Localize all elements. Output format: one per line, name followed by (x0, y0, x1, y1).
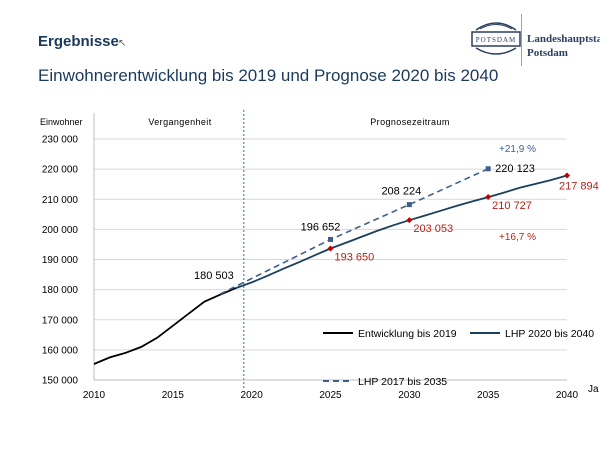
chart-title: Einwohnerentwicklung bis 2019 und Progno… (38, 66, 499, 85)
lhp-2017-point-marker (328, 236, 333, 242)
legend-label: LHP 2017 bis 2035 (358, 376, 447, 388)
data-label: 196 652 (301, 221, 341, 233)
lhp-2020-point-marker (406, 217, 413, 224)
logo-wordmark: Landeshauptsta Potsdam (527, 32, 600, 60)
y-tick-label: 210 000 (42, 195, 79, 206)
x-tick-label: 2035 (477, 390, 500, 401)
series-line-lhp-2020-2040 (235, 174, 568, 289)
x-tick-label: 2025 (319, 390, 342, 401)
y-tick-label: 150 000 (42, 376, 79, 387)
series-line-lhp-2017-2035 (219, 168, 489, 295)
logo-divider (521, 14, 522, 66)
logo-line-1: Landeshauptsta (527, 33, 600, 45)
page-title: Ergebnisse (38, 33, 119, 50)
series-line-history (93, 287, 237, 365)
data-label: 193 650 (335, 252, 375, 264)
y-tick-label: 170 000 (42, 315, 79, 326)
data-label: 217 894 (559, 180, 599, 192)
x-tick-label: 2010 (83, 390, 106, 401)
logo-badge-text: POTSDAM (476, 36, 516, 44)
lhp-2020-point-marker (327, 245, 334, 252)
data-label: 203 053 (413, 223, 453, 235)
y-tick-label: 190 000 (42, 255, 79, 266)
y-tick-label: 160 000 (42, 345, 79, 356)
data-label: 180 503 (194, 270, 234, 282)
lhp-2017-point-marker (485, 166, 491, 172)
lhp-2020-point-marker (485, 194, 492, 201)
data-label: 210 727 (492, 200, 532, 212)
growth-annotation-lhp-2017: +21,9 % (499, 144, 536, 155)
legend-item-lhp-2017-2035: LHP 2017 bis 2035 (323, 376, 447, 388)
potsdam-crest-icon: POTSDAM (471, 22, 521, 55)
y-axis-label: Einwohner (40, 117, 83, 127)
potsdam-logo: POTSDAM Landeshauptsta Potsdam (470, 14, 600, 70)
legend-item-lhp-2020-2040: LHP 2020 bis 2040 (470, 328, 594, 340)
region-label-forecast: Prognosezeitraum (370, 117, 449, 127)
x-tick-label: 2020 (241, 390, 264, 401)
x-tick-label: 2015 (162, 390, 185, 401)
y-tick-label: 200 000 (42, 225, 79, 236)
x-tick-label: 2040 (556, 390, 579, 401)
data-label: 220 123 (495, 163, 535, 175)
y-tick-label: 180 000 (42, 285, 79, 296)
lhp-2017-point-marker (406, 202, 412, 208)
lhp-2020-point-marker (564, 172, 570, 179)
legend-label: Entwicklung bis 2019 (358, 328, 457, 340)
legend-item-history: Entwicklung bis 2019 (323, 328, 457, 340)
x-axis-label: Ja (588, 384, 599, 395)
data-label: 208 224 (381, 186, 421, 198)
legend-label: LHP 2020 bis 2040 (505, 328, 594, 340)
y-tick-label: 220 000 (42, 165, 79, 176)
region-label-past: Vergangenheit (148, 117, 211, 127)
growth-annotation-lhp-2020: +16,7 % (499, 232, 536, 243)
logo-line-2: Potsdam (527, 47, 568, 59)
mouse-cursor-icon: ↖ (118, 38, 127, 49)
x-tick-label: 2030 (398, 390, 421, 401)
y-tick-label: 230 000 (42, 135, 79, 146)
